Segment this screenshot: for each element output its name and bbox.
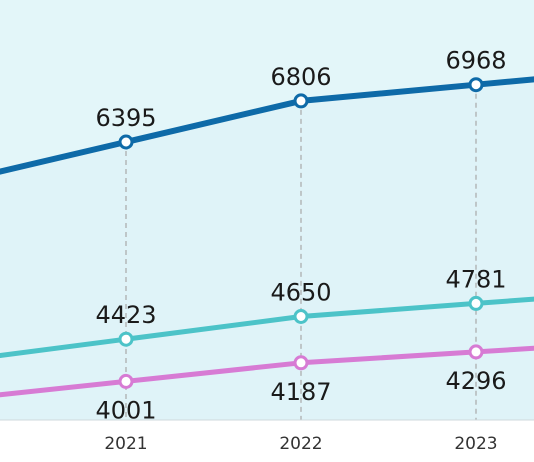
area-layer bbox=[0, 79, 534, 421]
data-label-s2-2023: 4781 bbox=[445, 265, 506, 293]
data-label-s1-2021: 6395 bbox=[95, 104, 156, 132]
data-point-s3-2021 bbox=[118, 373, 134, 389]
data-label-s3-2022: 4187 bbox=[270, 378, 331, 406]
data-point-s2-2021 bbox=[118, 331, 134, 347]
data-label-s3-2021: 4001 bbox=[95, 396, 156, 424]
data-point-s2-2022 bbox=[293, 309, 309, 324]
data-point-s1-2021 bbox=[118, 134, 134, 150]
data-point-s3-2022 bbox=[293, 355, 309, 371]
data-point-s3-2023 bbox=[468, 344, 484, 360]
data-label-s2-2021: 4423 bbox=[95, 301, 156, 329]
series-layer bbox=[0, 76, 534, 398]
data-label-s3-2023: 4296 bbox=[445, 367, 506, 395]
data-label-s2-2022: 4650 bbox=[270, 279, 331, 307]
data-point-s1-2023 bbox=[468, 77, 484, 93]
data-point-s1-2022 bbox=[293, 93, 309, 109]
x-tick-label-2021: 2021 bbox=[104, 434, 147, 454]
x-tick-label-2023: 2023 bbox=[454, 434, 497, 454]
area-fill bbox=[0, 79, 534, 421]
tick-layer: 2021 2022 2023 bbox=[104, 434, 497, 454]
data-point-s2-2023 bbox=[468, 295, 484, 311]
data-label-s1-2023: 6968 bbox=[445, 47, 506, 75]
data-label-s1-2022: 6806 bbox=[270, 63, 331, 91]
x-tick-label-2022: 2022 bbox=[279, 434, 322, 454]
label-layer: 6395 6806 6968 4423 4650 4781 4001 4187 4296 bbox=[95, 47, 506, 425]
